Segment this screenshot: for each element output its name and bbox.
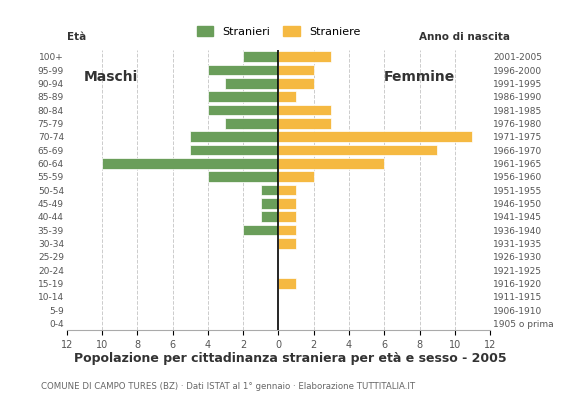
Bar — [261, 185, 278, 195]
Bar — [278, 278, 296, 288]
Bar — [278, 198, 296, 208]
Bar — [278, 132, 473, 142]
Bar — [278, 172, 314, 182]
Bar — [278, 225, 296, 235]
Text: Età: Età — [67, 32, 86, 42]
Bar — [208, 65, 278, 75]
Bar — [278, 212, 296, 222]
Bar — [278, 65, 314, 75]
Text: COMUNE DI CAMPO TURES (BZ) · Dati ISTAT al 1° gennaio · Elaborazione TUTTITALIA.: COMUNE DI CAMPO TURES (BZ) · Dati ISTAT … — [41, 382, 415, 391]
Text: Anno di nascita: Anno di nascita — [419, 32, 510, 42]
Bar — [190, 132, 278, 142]
Bar — [278, 185, 296, 195]
Bar — [278, 78, 314, 88]
Legend: Stranieri, Straniere: Stranieri, Straniere — [192, 22, 365, 41]
Bar — [208, 172, 278, 182]
Text: Maschi: Maschi — [84, 70, 138, 84]
Bar — [278, 105, 331, 115]
Text: Femmine: Femmine — [384, 70, 455, 84]
Bar — [208, 92, 278, 102]
Bar — [190, 145, 278, 155]
Bar — [278, 118, 331, 128]
Bar — [102, 158, 278, 168]
Bar — [243, 225, 278, 235]
Bar — [278, 158, 384, 168]
Bar — [226, 78, 278, 88]
Bar — [243, 52, 278, 62]
Bar — [261, 198, 278, 208]
Bar — [278, 238, 296, 248]
Bar — [278, 92, 296, 102]
Bar — [226, 118, 278, 128]
Bar — [208, 105, 278, 115]
Bar — [261, 212, 278, 222]
Bar — [278, 145, 437, 155]
Bar — [278, 52, 331, 62]
Text: Popolazione per cittadinanza straniera per età e sesso - 2005: Popolazione per cittadinanza straniera p… — [74, 352, 506, 365]
